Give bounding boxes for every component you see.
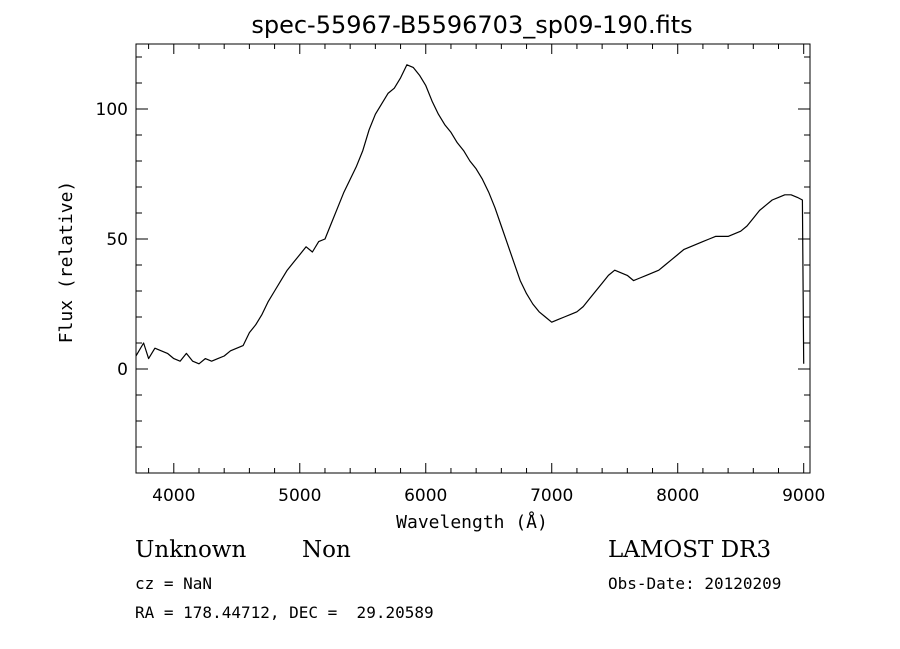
spectral-class: Unknown xyxy=(135,537,247,563)
ra-dec-coordinates: RA = 178.44712, DEC = 29.20589 xyxy=(135,603,434,622)
spectrum-line-0 xyxy=(136,64,805,365)
y-axis-ticks: 0 50 100 xyxy=(96,56,810,474)
obs-date: Obs-Date: 20120209 xyxy=(608,574,782,593)
survey-name: LAMOST DR3 xyxy=(608,537,772,563)
spectral-subclass: Non xyxy=(302,537,351,563)
x-axis-ticks: 4000 5000 6000 7000 8000 9000 xyxy=(148,44,825,506)
y-tick-label: 50 xyxy=(106,230,128,250)
x-tick-label: 5000 xyxy=(278,486,321,506)
y-tick-label: 100 xyxy=(96,100,128,120)
y-tick-label: 0 xyxy=(117,360,128,380)
series-group xyxy=(136,64,805,365)
y-axis-label: Flux (relative) xyxy=(56,181,77,344)
x-tick-label: 6000 xyxy=(404,486,447,506)
x-axis-label: Wavelength (Å) xyxy=(396,511,548,533)
x-tick-label: 7000 xyxy=(530,486,573,506)
redshift-cz: cz = NaN xyxy=(135,574,213,593)
x-tick-label: 8000 xyxy=(656,486,699,506)
plot-border xyxy=(135,43,811,474)
x-tick-label: 4000 xyxy=(152,486,195,506)
chart-title: spec-55967-B5596703_sp09-190.fits xyxy=(251,11,692,39)
plot-frame xyxy=(135,43,811,474)
x-tick-label: 9000 xyxy=(782,486,825,506)
